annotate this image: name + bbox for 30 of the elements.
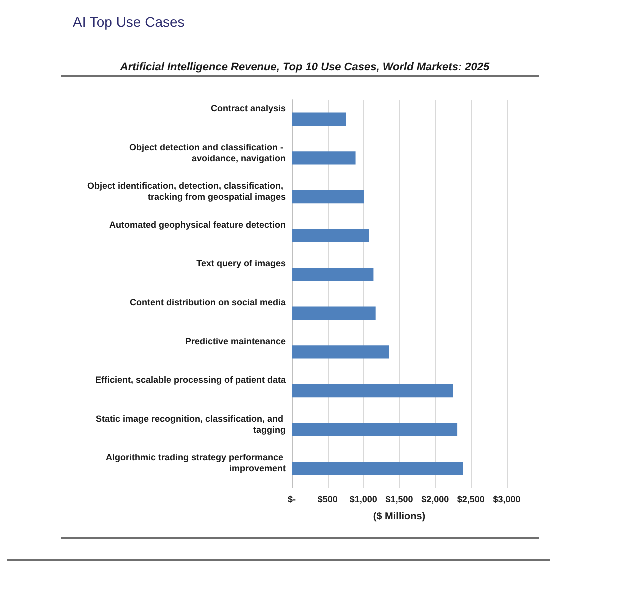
- x-tick-label: $1,000: [350, 494, 378, 504]
- bar: [292, 152, 356, 165]
- y-tick-label: Efficient, scalable processing of patient data: [95, 375, 287, 386]
- chart-subtitle: Artificial Intelligence Revenue, Top 10 Use Cases, World Markets: 2025: [119, 62, 491, 74]
- y-tick-label: Text query of images: [196, 258, 286, 269]
- bar: [292, 229, 370, 242]
- bar: [292, 268, 374, 282]
- bar: [292, 112, 346, 126]
- bar: [292, 190, 364, 204]
- x-tick-label: $3,000: [493, 494, 521, 504]
- bar: [292, 423, 458, 436]
- y-tick-label: Object detection and classification - avoidance, navigation: [129, 142, 286, 164]
- x-tick-label: $1,500: [386, 494, 414, 504]
- x-tick-label: $2,500: [457, 494, 485, 504]
- bar: [292, 306, 376, 320]
- x-tick-label: $-: [288, 494, 296, 504]
- x-axis-title: ($ Millions): [373, 512, 426, 522]
- x-tick-label: $500: [318, 494, 338, 504]
- x-tick-label: $2,000: [422, 494, 450, 504]
- y-tick-label: Object identification, detection, classification, tracking from geospatial images: [87, 181, 286, 202]
- y-tick-label: Static image recognition, classification, and tagging: [96, 414, 286, 435]
- bar: [292, 384, 454, 398]
- y-tick-label: Contract analysis: [210, 104, 286, 114]
- text: AI Top Use Cases: [73, 14, 185, 30]
- bar: [292, 346, 390, 359]
- bar: [292, 462, 464, 476]
- y-tick-label: Automated geophysical feature detection: [109, 220, 286, 230]
- y-tick-label: Content distribution on social media: [130, 298, 287, 308]
- y-tick-label: Algorithmic trading strategy performance improvement: [106, 452, 286, 474]
- y-tick-label: Predictive maintenance: [185, 336, 286, 346]
